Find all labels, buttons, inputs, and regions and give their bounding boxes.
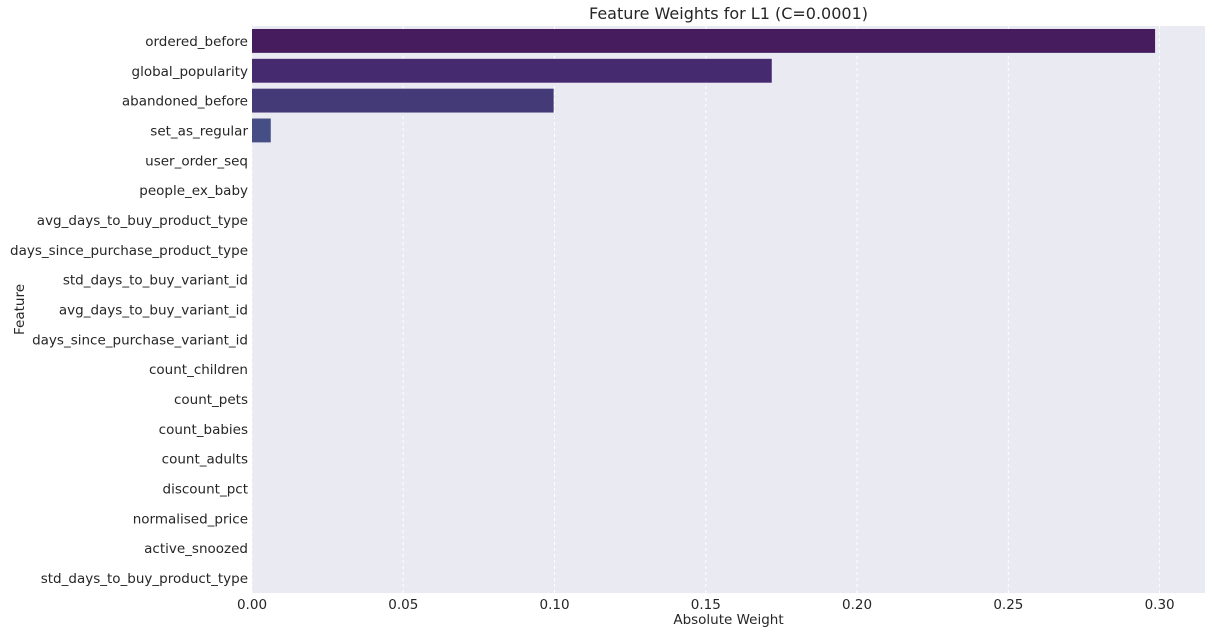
x-tick-label: 0.00 [237,597,267,613]
y-tick-label: days_since_purchase_variant_id [32,332,248,348]
x-tick-label: 0.10 [540,597,570,613]
bar [252,28,1156,53]
y-tick-label: count_pets [174,392,248,408]
y-tick-label: count_babies [159,422,248,438]
x-axis-title: Absolute Weight [673,612,783,628]
x-tick-label: 0.25 [993,597,1023,613]
x-tick-label: 0.30 [1145,597,1175,613]
y-axis-title: Feature [12,284,28,335]
y-tick-label: avg_days_to_buy_product_type [37,213,248,229]
bars [252,28,1156,143]
x-tick-label: 0.20 [842,597,872,613]
y-tick-label: count_adults [162,452,248,468]
y-tick-label: active_snoozed [144,541,248,557]
bar [252,58,772,83]
y-tick-label: user_order_seq [145,153,248,169]
y-tick-label: normalised_price [133,511,248,527]
y-tick-label: discount_pct [163,482,248,498]
y-tick-label: abandoned_before [122,94,248,110]
plot-area [252,26,1205,593]
y-tick-label: days_since_purchase_product_type [10,243,248,259]
y-tick-label: global_popularity [132,64,248,80]
y-tick-label: set_as_regular [150,123,248,139]
y-tick-label: people_ex_baby [139,183,248,199]
y-tick-label: std_days_to_buy_product_type [41,571,248,587]
grid-lines [251,26,1161,593]
x-tick-label: 0.05 [388,597,418,613]
x-tick-labels: 0.00 0.05 0.10 0.15 0.20 0.25 0.30 [237,597,1175,613]
y-tick-label: count_children [149,362,248,378]
bar [252,88,554,113]
chart-title: Feature Weights for L1 (C=0.0001) [589,4,868,23]
y-tick-label: ordered_before [145,34,248,50]
x-tick-label: 0.15 [691,597,721,613]
y-tick-labels: ordered_before global_popularity abandoned… [10,34,248,587]
y-tick-label: std_days_to_buy_variant_id [63,273,248,289]
bar [252,118,271,143]
y-tick-label: avg_days_to_buy_variant_id [59,303,248,319]
